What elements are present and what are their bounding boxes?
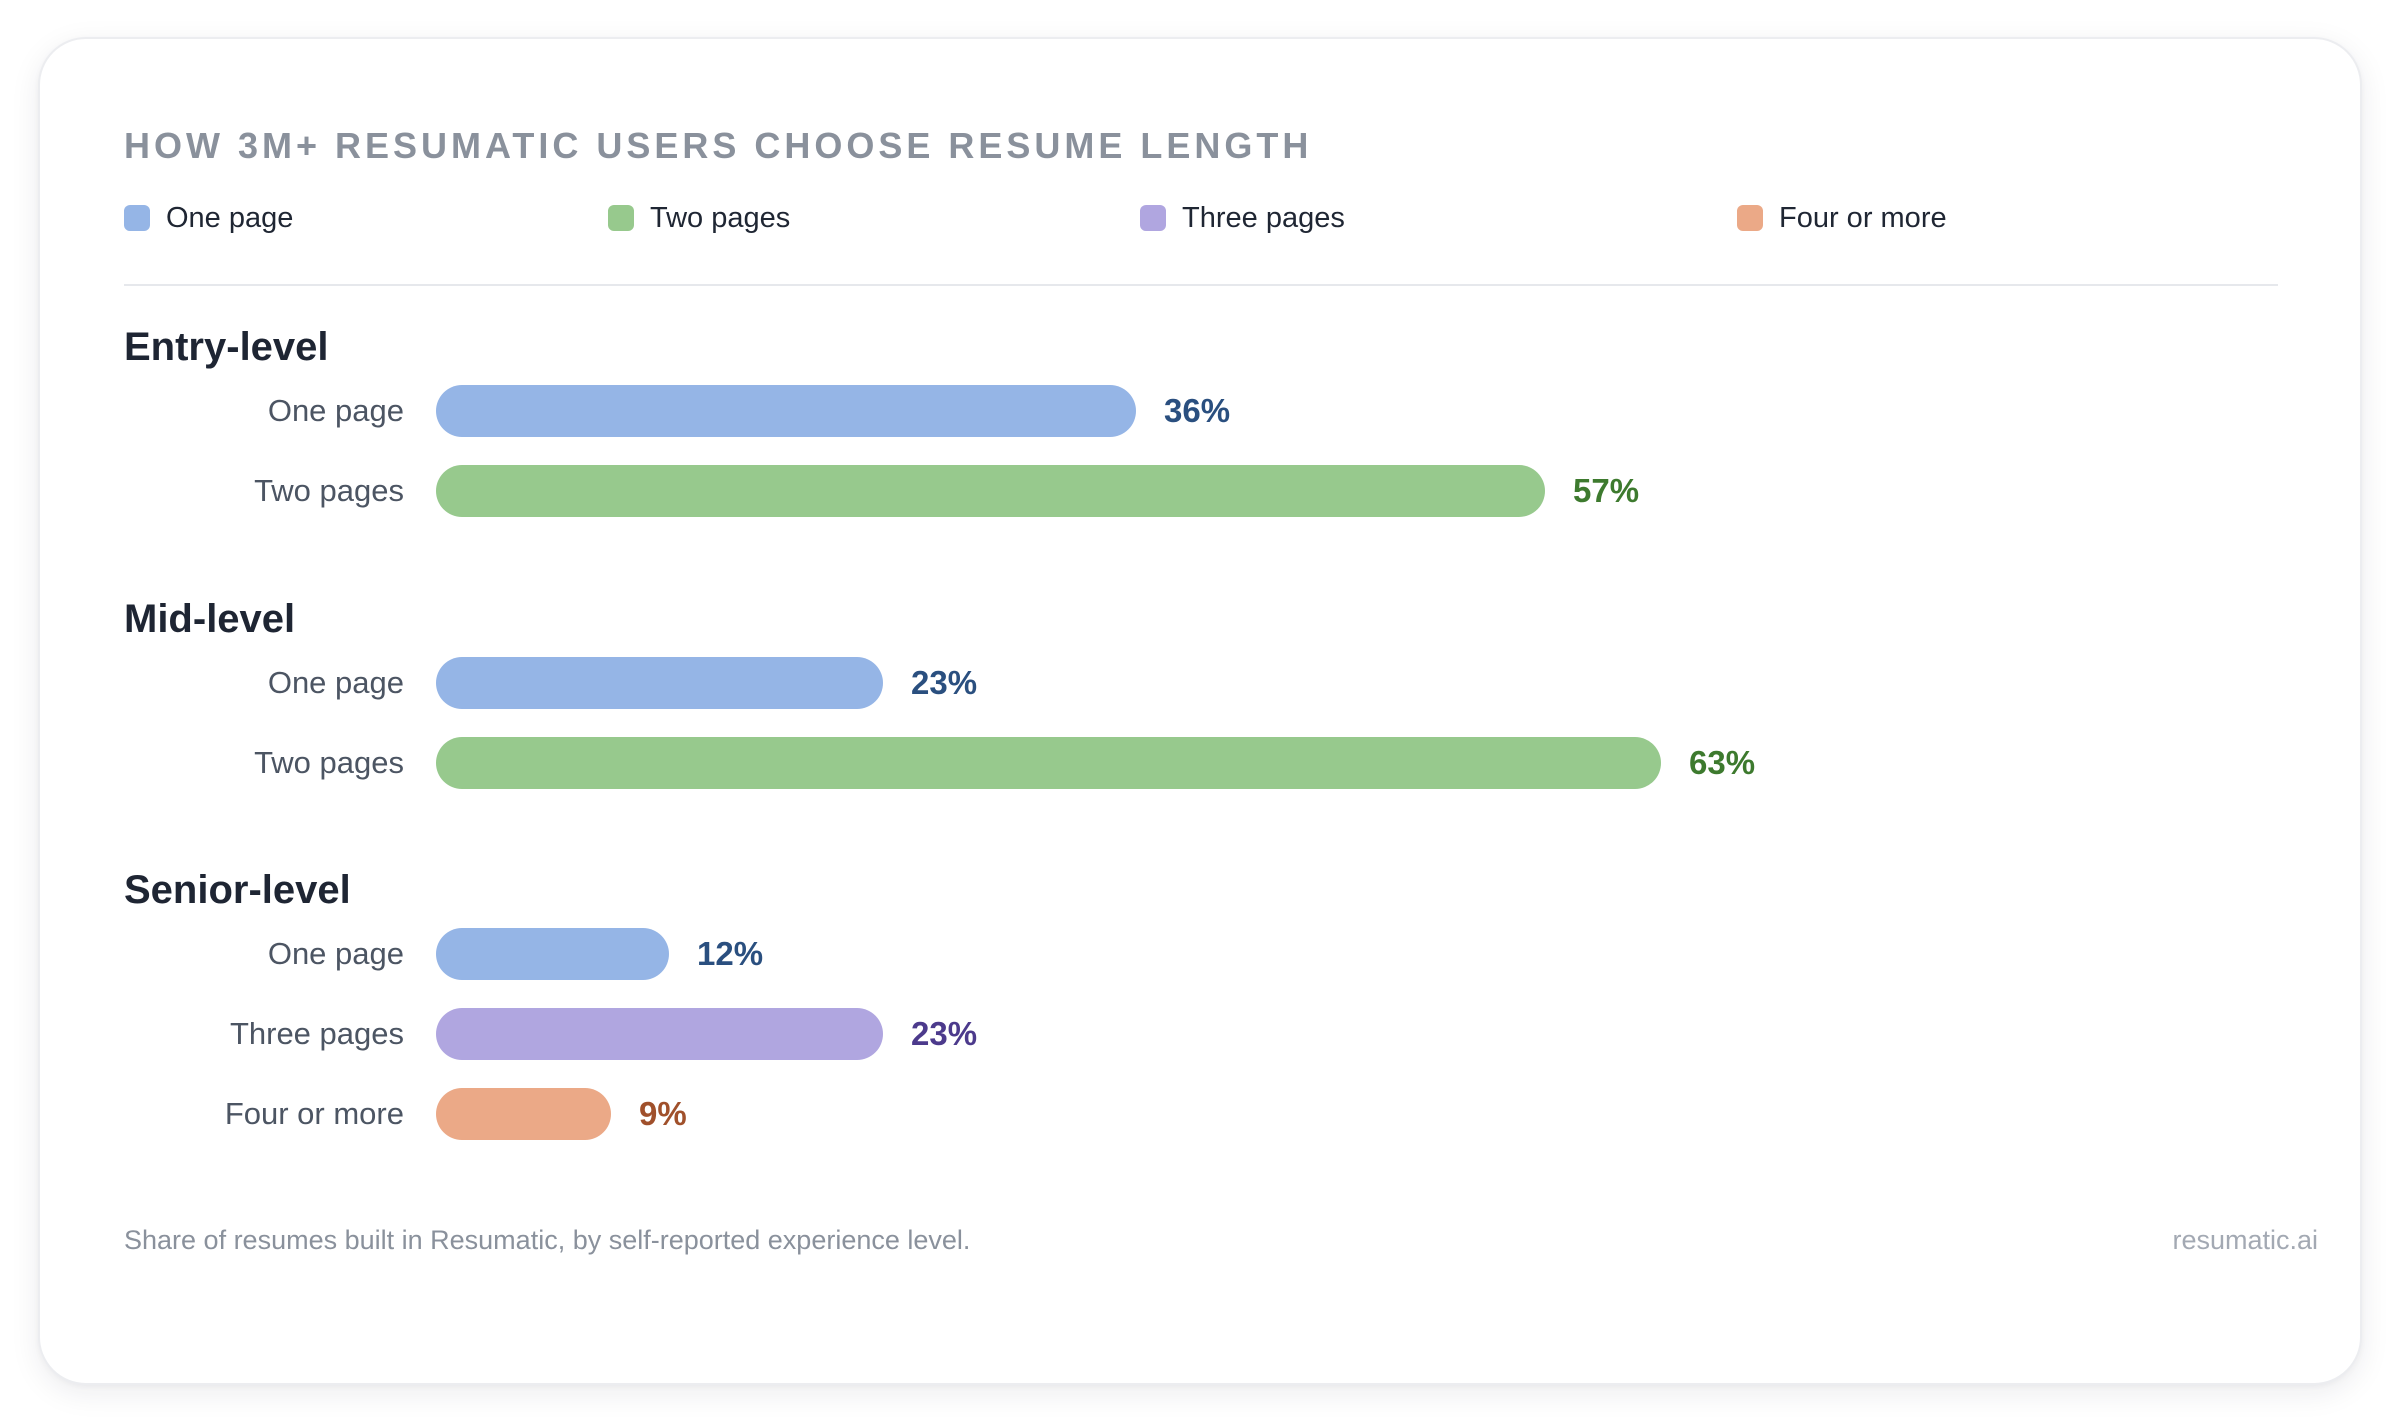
bar-label: Three pages — [229, 1016, 404, 1051]
legend-label: One page — [166, 201, 294, 234]
bar-two — [436, 465, 1545, 517]
bar-label: Two pages — [254, 745, 404, 780]
legend-swatch-four — [1737, 205, 1763, 231]
legend-label: Four or more — [1779, 201, 1947, 234]
bar-label: One page — [267, 665, 404, 700]
bar-one — [436, 928, 669, 980]
bar-value-label: 57% — [1573, 472, 1640, 509]
chart-card — [38, 37, 2362, 1385]
legend-swatch-two — [608, 205, 634, 231]
chart-title: HOW 3M+ RESUMATIC USERS CHOOSE RESUME LE… — [124, 125, 1313, 166]
bar-three — [436, 1008, 883, 1060]
bar-one — [436, 385, 1136, 437]
bar-value-label: 63% — [1689, 744, 1756, 781]
chart-caption: Share of resumes built in Resumatic, by … — [124, 1225, 971, 1255]
legend-label: Two pages — [650, 201, 791, 234]
bar-one — [436, 657, 883, 709]
bar-value-label: 9% — [639, 1095, 687, 1132]
bar-label: Four or more — [224, 1096, 404, 1131]
bar-value-label: 36% — [1164, 392, 1231, 429]
bar-value-label: 23% — [911, 1015, 978, 1052]
bar-value-label: 23% — [911, 664, 978, 701]
legend-item-three: Three pages — [1140, 198, 1345, 238]
source-credit: resumatic.ai — [2172, 1225, 2318, 1255]
bar-label: One page — [267, 393, 404, 428]
group-title: Entry-level — [124, 325, 329, 369]
bar-label: One page — [267, 936, 404, 971]
legend-swatch-one — [124, 205, 150, 231]
bar-value-label: 12% — [697, 935, 764, 972]
legend-divider — [124, 284, 2278, 286]
legend-item-two: Two pages — [608, 198, 790, 238]
legend-item-one: One page — [124, 198, 293, 238]
legend-item-four: Four or more — [1737, 198, 1947, 238]
bar-label: Two pages — [254, 473, 404, 508]
group-title: Mid-level — [124, 597, 296, 641]
legend-swatch-three — [1140, 205, 1166, 231]
bar-four — [436, 1088, 611, 1140]
bar-two — [436, 737, 1661, 789]
group-title: Senior-level — [124, 868, 351, 912]
legend-label: Three pages — [1182, 201, 1345, 234]
